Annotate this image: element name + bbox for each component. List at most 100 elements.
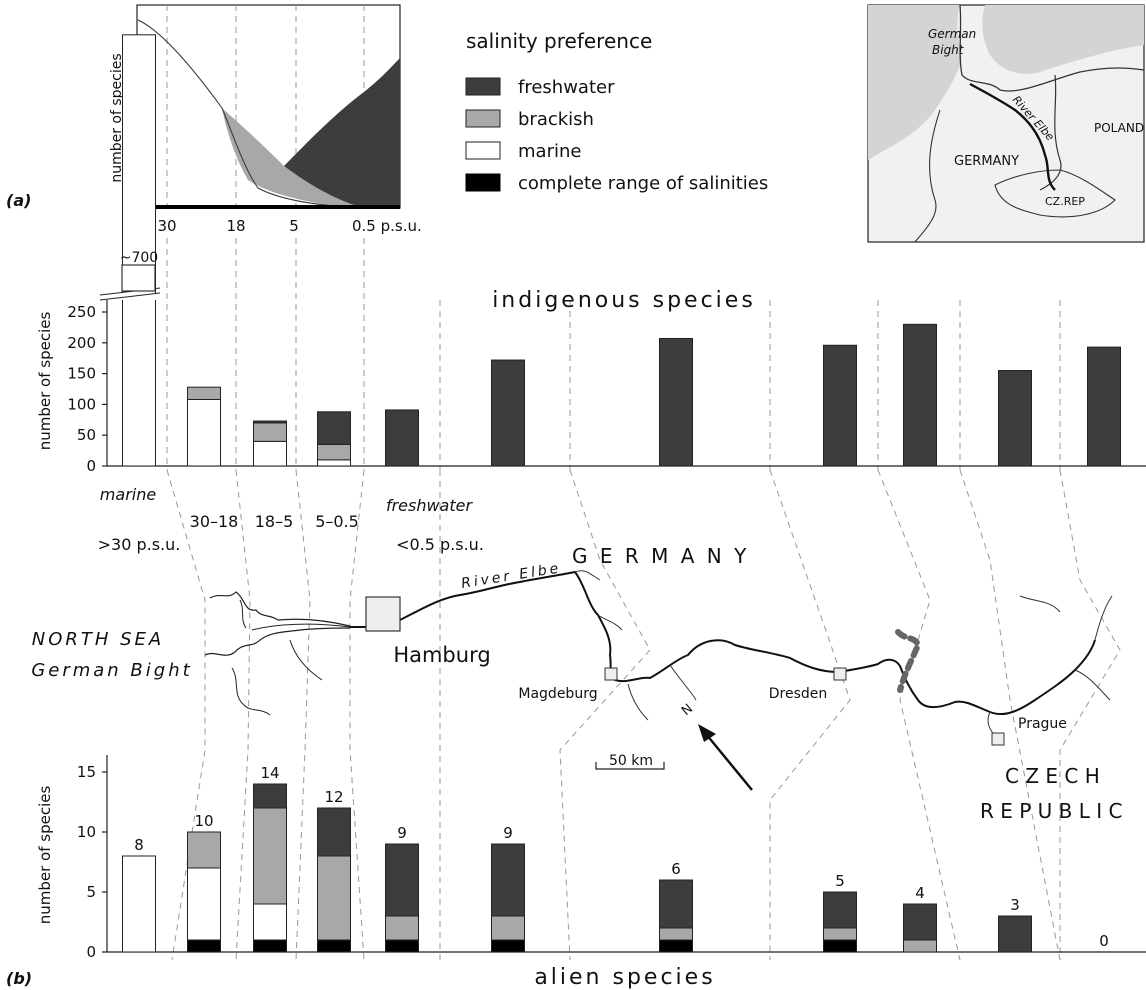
map-label-german-bight: German Bight xyxy=(31,660,192,681)
indigenous-ytick-label: 0 xyxy=(86,457,96,475)
indigenous-ytick-label: 50 xyxy=(77,426,96,444)
panel-label-a: (a) xyxy=(6,191,31,210)
scale-bar xyxy=(595,762,665,770)
alien-bar-segment-complete xyxy=(187,939,221,953)
panel-label-b: (b) xyxy=(6,969,32,988)
zone-18-5: 18–5 xyxy=(255,512,294,531)
tributary xyxy=(1074,669,1111,701)
legend-label-marine: marine xyxy=(518,141,581,162)
schematic-marine-curve xyxy=(137,19,365,209)
legend: salinity preference freshwater brackish … xyxy=(465,29,768,194)
map-label-prague: Prague xyxy=(1018,716,1067,732)
alien-bar-segment-freshwater xyxy=(998,915,1032,953)
inset-label-bight: German Bight xyxy=(928,27,980,57)
alien-total-label: 9 xyxy=(397,824,407,842)
indigenous-bar-segment-marine xyxy=(187,398,221,467)
indigenous-bar-segment-brackish xyxy=(253,422,287,442)
alien-bar-segment-complete xyxy=(385,939,419,953)
indigenous-bar-segment-brackish xyxy=(187,386,221,400)
schematic-freshwater-area xyxy=(284,58,400,208)
alien-bar-segment-brackish xyxy=(317,855,351,941)
alien-bar-segment-complete xyxy=(317,939,351,953)
schematic-ylabel: number of species xyxy=(109,53,125,182)
estuary-creek-2 xyxy=(231,667,271,716)
indigenous-bar-segment-marine xyxy=(253,440,287,467)
indigenous-bar-segment-freshwater xyxy=(903,323,937,467)
north-arrow-shaft xyxy=(705,733,753,791)
alien-bar-segment-brackish xyxy=(491,915,525,941)
alien-total-label: 9 xyxy=(503,824,513,842)
zone-labels: marine >30 p.s.u. 30–18 18–5 5–0.5 fresh… xyxy=(98,485,484,554)
alien-ytick-label: 0 xyxy=(86,943,96,961)
inset-label-poland: POLAND xyxy=(1094,121,1144,135)
alien-total-label: 0 xyxy=(1099,932,1109,950)
indigenous-bar-segment-freshwater xyxy=(385,409,419,467)
indigenous-bar-segment-freshwater xyxy=(1087,346,1121,467)
zone-marine-range: >30 p.s.u. xyxy=(98,535,181,554)
alien-bar-segment-brackish xyxy=(253,807,287,905)
estuary-creek-1 xyxy=(239,599,247,629)
legend-swatch-complete xyxy=(465,173,501,192)
indigenous-ylabel: number of species xyxy=(36,312,54,451)
schematic-xtick: 18 xyxy=(226,217,245,235)
zone-30-18: 30–18 xyxy=(190,512,239,531)
inset-map: German Bight River Elbe POLAND GERMANY C… xyxy=(867,4,1145,243)
indigenous-bar-segment-freshwater xyxy=(659,337,693,467)
zone-marine: marine xyxy=(100,485,157,504)
zone-5-0.5: 5–0.5 xyxy=(315,512,359,531)
indigenous-bar-segment-freshwater xyxy=(491,359,525,467)
estuary-coast-north xyxy=(209,591,351,627)
alien-ylabel: number of species xyxy=(36,786,54,925)
inset-label-bight-2: Bight xyxy=(932,43,965,57)
alien-bars: 8 10 14 12 9 9 6 5 4 3 0 xyxy=(122,764,1109,953)
map-label-north-sea: NORTH SEA xyxy=(32,629,165,650)
map-label-hamburg: Hamburg xyxy=(393,643,490,667)
schematic-complete-range-bar xyxy=(137,205,400,209)
inset-border-cz xyxy=(994,169,1116,218)
map-label-germany: G E R M A N Y xyxy=(572,544,749,568)
alien-bar-segment-marine xyxy=(253,903,287,941)
zone-fresh-range: <0.5 p.s.u. xyxy=(396,535,484,554)
indigenous-bar-segment-freshwater xyxy=(998,370,1032,467)
scale-bar-label: 50 km xyxy=(609,753,653,769)
inset-label-cz: CZ.REP xyxy=(1045,195,1085,208)
alien-y-ticks: 0 5 10 15 xyxy=(77,763,107,961)
magdeburg-marker xyxy=(604,667,618,681)
alien-total-label: 10 xyxy=(194,812,213,830)
alien-bar-segment-freshwater xyxy=(317,807,351,857)
north-arrow-head xyxy=(698,724,716,742)
alien-total-label: 3 xyxy=(1010,896,1020,914)
alien-bar-segment-marine xyxy=(122,855,156,953)
prague-marker xyxy=(991,732,1005,746)
inset-sea xyxy=(868,5,962,160)
hamburg-marker xyxy=(365,596,401,632)
inset-coast xyxy=(959,4,1145,92)
tributary xyxy=(1094,595,1113,641)
alien-bar-segment-freshwater xyxy=(385,843,419,917)
alien-bar-segment-brackish xyxy=(823,927,857,941)
alien-ytick-label: 10 xyxy=(77,823,96,841)
alien-bar-segment-freshwater xyxy=(903,903,937,941)
indigenous-bar-segment-freshwater xyxy=(317,411,351,445)
alien-bar-segment-freshwater xyxy=(659,879,693,929)
indigenous-bar-segment-freshwater xyxy=(253,420,287,424)
alien-total-label: 4 xyxy=(915,884,925,902)
estuary-coast-south xyxy=(204,627,351,656)
indigenous-bars xyxy=(122,34,1121,467)
alien-total-label: 14 xyxy=(260,764,279,782)
alien-bar-segment-complete xyxy=(491,939,525,953)
indigenous-ytick-label: 250 xyxy=(67,303,96,321)
alien-total-label: 12 xyxy=(324,788,343,806)
inset-border-west xyxy=(914,109,941,243)
tributary xyxy=(574,570,601,581)
alien-bar-segment-brackish xyxy=(659,927,693,941)
indigenous-title: indigenous species xyxy=(492,288,756,313)
indigenous-bar-top-cap xyxy=(121,264,156,292)
map-label-republic: R E P U B L I C xyxy=(980,799,1122,823)
legend-swatch-brackish xyxy=(465,109,501,128)
legend-title: salinity preference xyxy=(466,29,652,53)
inset-river-elbe xyxy=(969,82,1056,191)
indigenous-ytick-label: 150 xyxy=(67,365,96,383)
map-label-river-elbe: River Elbe xyxy=(460,560,562,592)
inset-baltic xyxy=(982,5,1144,75)
